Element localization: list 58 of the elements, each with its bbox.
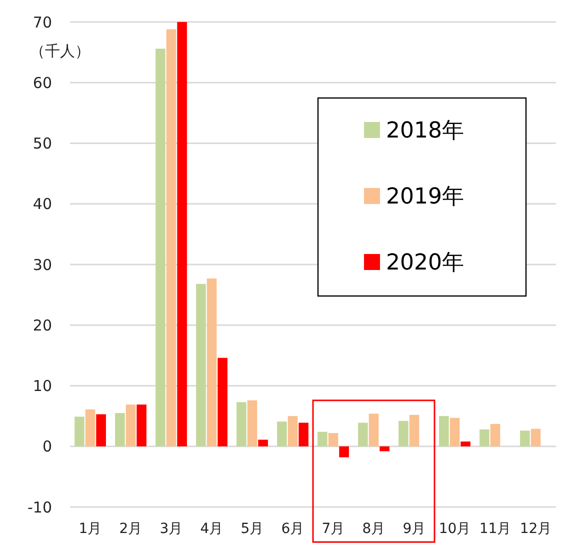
legend-label: 2018年	[386, 118, 464, 144]
legend-label: 2020年	[386, 250, 464, 276]
x-tick-label: 12月	[520, 521, 552, 537]
bar	[480, 429, 490, 446]
y-axis-title: （千人）	[30, 42, 90, 60]
bar	[288, 416, 298, 446]
x-tick-label: 7月	[322, 521, 345, 537]
bar	[318, 432, 328, 446]
bar	[136, 404, 146, 446]
bar	[490, 424, 500, 446]
bar	[196, 284, 206, 446]
y-tick-label: 0	[42, 438, 52, 456]
bar	[236, 402, 246, 446]
y-tick-label: 40	[32, 195, 52, 214]
y-tick-label: -10	[28, 498, 52, 516]
bar	[85, 409, 96, 446]
y-tick-label: 60	[32, 74, 52, 92]
bar	[126, 404, 136, 446]
bar	[156, 48, 166, 446]
bar	[409, 414, 420, 446]
bar	[298, 422, 308, 446]
bar	[166, 29, 176, 446]
y-tick-label: 50	[32, 134, 52, 152]
bar	[368, 414, 379, 446]
y-tick-label: 20	[32, 316, 52, 334]
x-tick-label: 8月	[362, 521, 386, 537]
bar	[206, 278, 217, 446]
bar	[450, 418, 460, 446]
y-tick-label: 10	[32, 377, 52, 395]
bar	[460, 442, 470, 446]
bar	[247, 400, 258, 446]
bar	[258, 440, 268, 446]
x-tick-label: 4月	[200, 521, 224, 537]
bar	[218, 358, 228, 446]
y-tick-label: 30	[32, 256, 52, 274]
x-tick-label: 9月	[402, 521, 426, 537]
bar	[398, 420, 408, 446]
bar	[339, 446, 349, 458]
x-tick-label: 3月	[160, 521, 183, 537]
bar	[520, 430, 530, 446]
bar	[328, 433, 338, 446]
legend-label: 2019年	[386, 184, 464, 210]
bar	[96, 414, 106, 446]
x-tick-label: 2月	[119, 521, 142, 537]
bar	[277, 422, 287, 446]
x-tick-label: 6月	[281, 521, 304, 537]
bar	[530, 428, 541, 446]
bar	[380, 446, 390, 452]
y-tick-label: 70	[32, 13, 52, 32]
x-tick-label: 1月	[78, 521, 102, 537]
bar	[115, 413, 125, 446]
bar	[74, 416, 84, 446]
x-tick-label: 10月	[438, 521, 471, 537]
x-tick-label: 5月	[240, 521, 264, 537]
bar	[177, 22, 187, 446]
bar	[358, 422, 368, 446]
bar	[439, 416, 449, 446]
x-tick-label: 11月	[479, 521, 512, 537]
